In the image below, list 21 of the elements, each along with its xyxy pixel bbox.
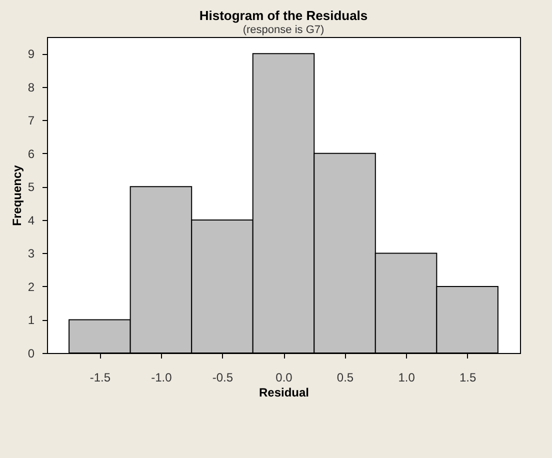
chart-title: Histogram of the Residuals bbox=[199, 8, 368, 23]
y-tick-label: 4 bbox=[28, 213, 35, 228]
x-tick-label: -1.5 bbox=[90, 370, 111, 384]
x-axis-title: Residual bbox=[258, 386, 310, 400]
y-tick-label: 6 bbox=[28, 146, 35, 161]
y-tick-label: 8 bbox=[28, 80, 35, 94]
y-tick-label: 9 bbox=[28, 47, 35, 62]
chart-subtitle: (response is G7) bbox=[242, 24, 324, 36]
x-tick-label: -1.0 bbox=[151, 370, 172, 384]
y-tick-label: 0 bbox=[28, 346, 35, 360]
y-axis-title: Frequency bbox=[10, 164, 24, 226]
x-tick-label: 1.5 bbox=[459, 370, 476, 384]
x-tick-label: 1.0 bbox=[398, 370, 416, 384]
x-tick-label: 0.0 bbox=[276, 370, 293, 384]
y-tick-label: 7 bbox=[28, 114, 35, 128]
x-tick-label: -0.5 bbox=[212, 370, 234, 384]
y-tick-label: 1 bbox=[28, 313, 35, 328]
x-tick-label: 0.5 bbox=[336, 370, 354, 384]
y-tick-label: 5 bbox=[28, 180, 35, 194]
y-tick-label: 2 bbox=[28, 280, 35, 294]
y-tick-label: 3 bbox=[28, 246, 35, 261]
